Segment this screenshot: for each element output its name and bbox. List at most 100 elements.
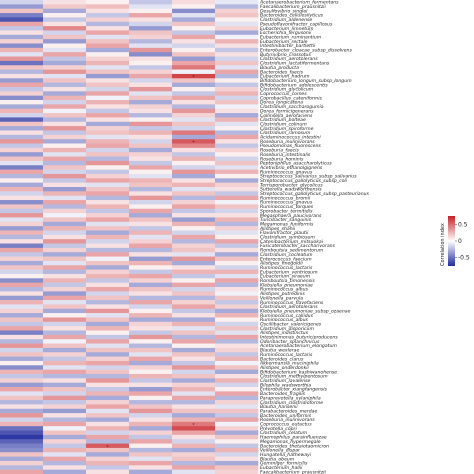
heatmap-cell xyxy=(215,60,259,66)
heatmap-cell xyxy=(43,17,87,23)
heatmap-cell xyxy=(129,152,173,157)
heatmap-cell xyxy=(86,95,130,101)
row-label: Akkermansia_muciniphila xyxy=(259,361,319,367)
heatmap-cell xyxy=(43,204,87,210)
row-label: Bacteroides_uniformis xyxy=(260,413,312,419)
row-label: Bifidobacterium_longum_subsp_longum xyxy=(260,78,352,84)
heatmap-cell xyxy=(215,130,259,136)
heatmap-cell xyxy=(86,334,130,340)
heatmap-cell xyxy=(43,413,87,418)
heatmap-cell xyxy=(129,17,173,23)
heatmap-cell xyxy=(0,282,44,288)
heatmap-cell xyxy=(0,130,44,136)
heatmap-cell xyxy=(172,252,216,257)
heatmap-cell xyxy=(0,378,44,383)
heatmap-cell xyxy=(172,300,216,305)
row-label: Peptoniphilus_asaccharolyticus xyxy=(260,161,332,167)
heatmap-cell xyxy=(129,443,173,449)
heatmap-cell xyxy=(129,417,173,423)
heatmap-cell xyxy=(172,134,216,140)
heatmap-cell xyxy=(215,304,259,310)
heatmap-cell xyxy=(129,334,173,340)
heatmap-cell xyxy=(0,152,44,157)
heatmap-cell xyxy=(172,378,216,383)
heatmap-cell xyxy=(43,256,87,262)
heatmap-cell xyxy=(86,4,130,9)
heatmap-cell xyxy=(43,265,87,270)
heatmap-cell xyxy=(86,117,130,123)
heatmap-cell xyxy=(215,317,259,323)
heatmap-cell xyxy=(172,39,216,44)
heatmap-cell xyxy=(215,465,259,470)
heatmap-cell xyxy=(129,330,173,336)
heatmap-cell xyxy=(43,443,87,449)
heatmap-cell xyxy=(215,213,259,218)
heatmap-cell xyxy=(172,326,216,331)
heatmap-cell xyxy=(129,400,173,405)
heatmap-cell xyxy=(215,278,259,283)
heatmap-cell xyxy=(86,169,130,175)
heatmap-cell xyxy=(129,78,173,83)
heatmap-cell xyxy=(86,408,130,414)
heatmap-cell xyxy=(129,278,173,283)
heatmap-cell xyxy=(43,347,87,353)
heatmap-cell xyxy=(129,234,173,240)
heatmap-cell xyxy=(129,143,173,149)
heatmap-cell xyxy=(172,47,216,53)
heatmap-cell xyxy=(129,217,173,223)
heatmap-cell xyxy=(43,143,87,149)
heatmap-cell xyxy=(172,330,216,336)
heatmap-cell xyxy=(43,52,87,57)
heatmap-cell xyxy=(215,430,259,436)
heatmap-cell xyxy=(0,234,44,240)
heatmap-cell xyxy=(86,469,130,474)
row-label: Enterobacter_cloacae_subsp_dissolvens xyxy=(260,48,352,54)
heatmap-cell xyxy=(0,347,44,353)
heatmap-cell xyxy=(43,100,87,105)
heatmap-cell xyxy=(43,56,87,62)
heatmap-cell xyxy=(172,287,216,292)
heatmap-cell xyxy=(43,308,87,314)
heatmap-cell xyxy=(215,65,259,70)
heatmap-cell xyxy=(43,160,87,166)
heatmap-cell xyxy=(172,60,216,66)
heatmap-cell xyxy=(86,221,130,227)
row-label: Clostridium_disporicum xyxy=(260,326,314,332)
heatmap-cell xyxy=(0,108,44,114)
row-label: Fusicatenibacter_saccharivorans xyxy=(260,243,336,249)
legend-color-bar xyxy=(448,216,455,266)
row-label: Ruminococcus_albus xyxy=(260,287,308,293)
heatmap-cell xyxy=(129,369,173,375)
row-label: Romboutsia_sedimentorum xyxy=(260,248,324,254)
row-label: Clostridium_ramosum xyxy=(260,130,311,136)
row-label: Bacteroides_faecis xyxy=(260,69,304,75)
heatmap-cell xyxy=(0,260,44,266)
heatmap-cell xyxy=(0,395,44,401)
heatmap-cell xyxy=(172,295,216,301)
heatmap-cell xyxy=(86,104,130,110)
heatmap-cell xyxy=(86,365,130,370)
heatmap-cell xyxy=(86,413,130,418)
heatmap-cell xyxy=(172,65,216,70)
heatmap-cell xyxy=(129,360,173,366)
heatmap-cell xyxy=(215,204,259,210)
heatmap-cell xyxy=(172,334,216,340)
heatmap-cell xyxy=(215,343,259,349)
heatmap-cell xyxy=(0,221,44,227)
heatmap-cell xyxy=(172,243,216,249)
heatmap-cell xyxy=(86,78,130,83)
heatmap-cell xyxy=(129,273,173,279)
heatmap-cell xyxy=(0,4,44,9)
heatmap-cell xyxy=(0,400,44,405)
heatmap-cell xyxy=(86,113,130,118)
heatmap-cell xyxy=(215,469,259,474)
heatmap-cell xyxy=(86,339,130,344)
row-label: Sporobacter_termitidis xyxy=(260,208,313,214)
heatmap-cell xyxy=(43,334,87,340)
heatmap-cell xyxy=(0,186,44,192)
heatmap-cell xyxy=(215,395,259,401)
heatmap-cell xyxy=(129,113,173,118)
heatmap-cell xyxy=(129,60,173,66)
heatmap-cell xyxy=(0,113,44,118)
